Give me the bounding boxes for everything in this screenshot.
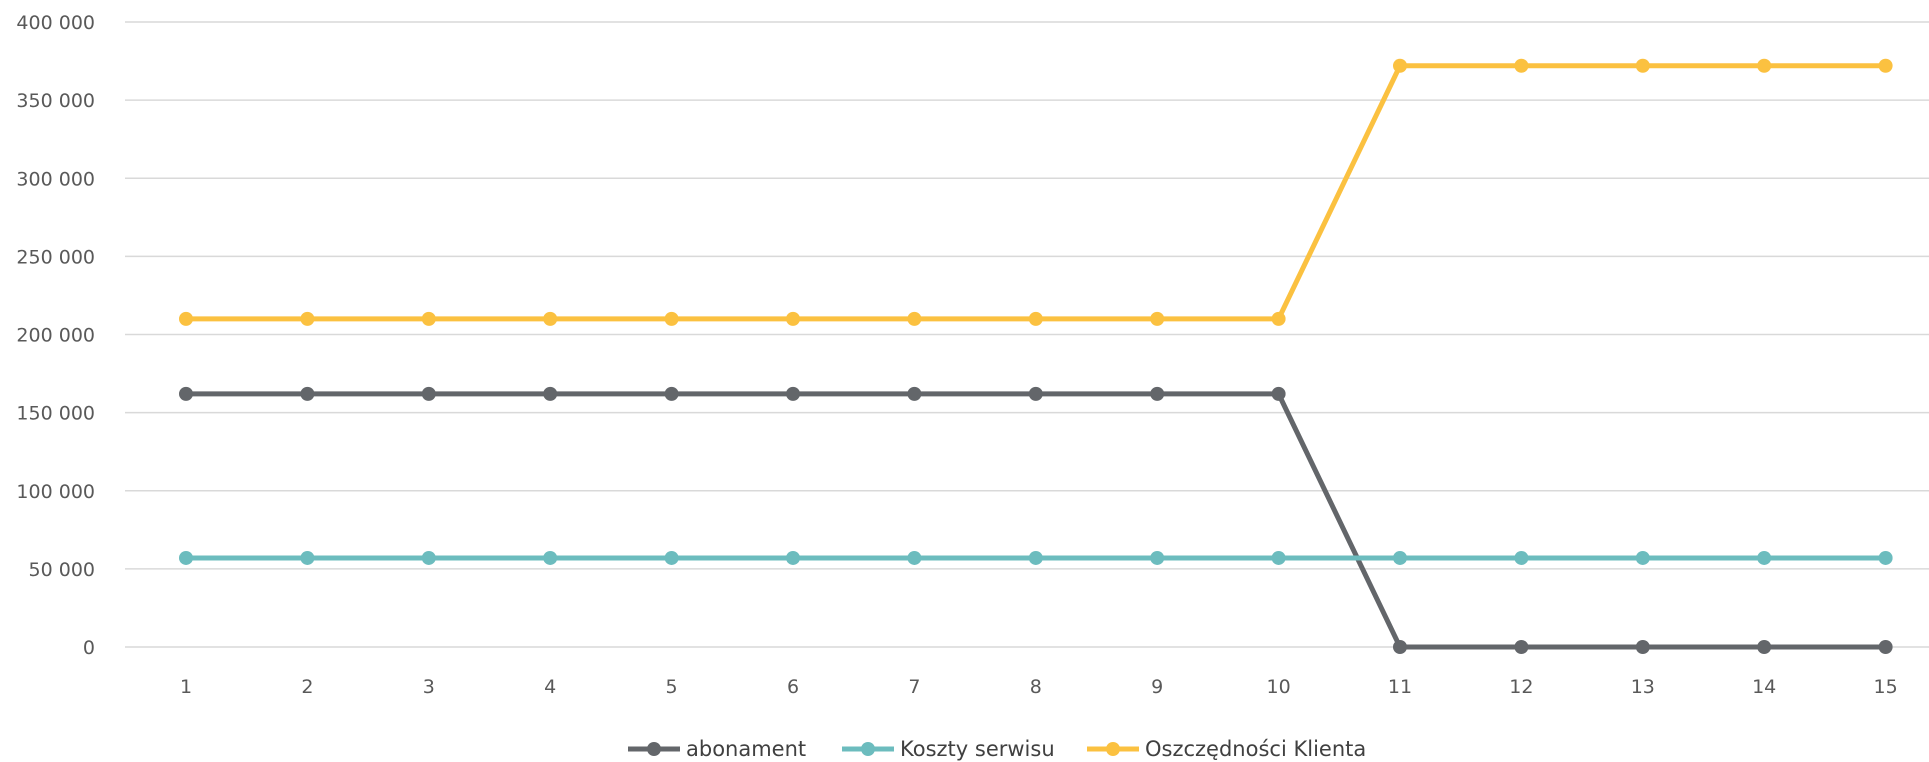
- data-point: [543, 386, 558, 401]
- data-point: [300, 386, 315, 401]
- data-point: [1757, 550, 1772, 565]
- data-point: [1878, 58, 1893, 73]
- x-tick-label: 2: [301, 676, 313, 698]
- y-tick-label: 250 000: [16, 246, 95, 268]
- series-line: [183, 391, 1889, 650]
- legend-item: abonament: [628, 737, 806, 761]
- y-tick-label: 400 000: [16, 12, 95, 34]
- data-point: [1271, 386, 1286, 401]
- data-point: [1028, 311, 1043, 326]
- series-1: [179, 386, 1893, 654]
- data-point: [421, 311, 436, 326]
- data-point: [1635, 58, 1650, 73]
- legend-item: Koszty serwisu: [842, 737, 1055, 761]
- series-lines: [179, 58, 1893, 654]
- data-point: [1150, 311, 1165, 326]
- data-point: [1271, 311, 1286, 326]
- data-point: [300, 311, 315, 326]
- data-point: [664, 311, 679, 326]
- x-tick-label: 10: [1267, 676, 1291, 698]
- data-point: [421, 550, 436, 565]
- data-point: [1878, 550, 1893, 565]
- data-point: [664, 550, 679, 565]
- legend-swatch-marker: [647, 742, 661, 756]
- y-tick-label: 100 000: [16, 481, 95, 503]
- y-tick-label: 150 000: [16, 403, 95, 425]
- x-tick-label: 5: [666, 676, 678, 698]
- data-point: [300, 550, 315, 565]
- y-axis-tick-labels: 0 50 000 100 000 150 000 200 000 250 000 300 0…: [16, 12, 95, 659]
- data-point: [179, 550, 193, 565]
- data-point: [907, 550, 922, 565]
- y-tick-label: 0: [83, 637, 95, 659]
- data-point: [786, 386, 800, 401]
- legend: abonament Koszty serwisu Oszczędności Klie…: [628, 737, 1366, 761]
- legend-item: Oszczędności Klienta: [1087, 737, 1366, 761]
- x-tick-label: 3: [423, 676, 435, 698]
- legend-swatch-marker: [861, 742, 875, 756]
- x-tick-label: 15: [1874, 676, 1898, 698]
- gridlines: [125, 21, 1929, 648]
- legend-swatch-marker: [1106, 742, 1120, 756]
- y-tick-label: 50 000: [29, 559, 95, 581]
- data-point: [1635, 640, 1650, 654]
- data-point: [1878, 640, 1893, 654]
- y-tick-label: 300 000: [16, 168, 95, 190]
- x-tick-label: 7: [908, 676, 920, 698]
- data-point: [1028, 386, 1043, 401]
- x-tick-label: 14: [1752, 676, 1776, 698]
- x-tick-label: 9: [1151, 676, 1163, 698]
- data-point: [1150, 550, 1165, 565]
- data-point: [1757, 640, 1772, 654]
- data-point: [1757, 58, 1772, 73]
- data-point: [1393, 550, 1407, 565]
- data-point: [786, 550, 800, 565]
- data-point: [421, 386, 436, 401]
- x-tick-label: 12: [1509, 676, 1533, 698]
- data-point: [907, 386, 922, 401]
- data-point: [1514, 640, 1529, 654]
- data-point: [1028, 550, 1043, 565]
- data-point: [179, 311, 193, 326]
- data-point: [543, 550, 558, 565]
- x-tick-label: 8: [1030, 676, 1042, 698]
- series-2: [179, 550, 1893, 565]
- x-tick-label: 11: [1388, 676, 1412, 698]
- x-tick-label: 4: [544, 676, 556, 698]
- data-point: [907, 311, 922, 326]
- y-tick-label: 200 000: [16, 325, 95, 347]
- data-point: [543, 311, 558, 326]
- data-point: [1514, 550, 1529, 565]
- x-tick-label: 13: [1631, 676, 1655, 698]
- x-axis-tick-labels: 1 2 3 4 5 6 7 8 9 10 11 12 13 14 15: [180, 676, 1898, 698]
- legend-label: abonament: [686, 737, 806, 761]
- data-point: [1150, 386, 1165, 401]
- data-point: [1635, 550, 1650, 565]
- legend-label: Koszty serwisu: [900, 737, 1055, 761]
- data-point: [786, 311, 800, 326]
- data-point: [1393, 58, 1407, 73]
- x-tick-label: 1: [180, 676, 192, 698]
- data-point: [1514, 58, 1529, 73]
- series-line: [183, 63, 1889, 322]
- y-tick-label: 350 000: [16, 90, 95, 112]
- data-point: [179, 386, 193, 401]
- legend-label: Oszczędności Klienta: [1145, 737, 1366, 761]
- series-3: [179, 58, 1893, 326]
- data-point: [1393, 640, 1407, 654]
- x-tick-label: 6: [787, 676, 799, 698]
- data-point: [664, 386, 679, 401]
- data-point: [1271, 550, 1286, 565]
